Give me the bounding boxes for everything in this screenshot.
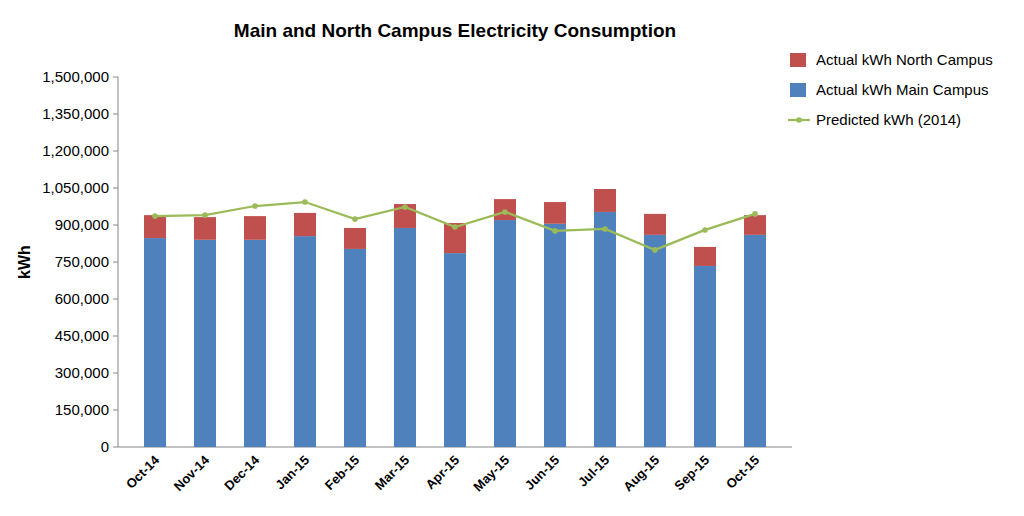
line-marker [302, 199, 308, 205]
chart: Main and North Campus Electricity Consum… [0, 0, 1024, 516]
y-tick [113, 336, 118, 337]
x-tick-label: Oct-15 [723, 453, 762, 492]
y-tick-label: 600,000 [55, 290, 109, 307]
line-marker [702, 227, 708, 233]
plot-marks [144, 189, 766, 447]
bar [444, 253, 466, 447]
bar [394, 204, 416, 228]
x-tick-label: Apr-15 [422, 453, 462, 493]
y-tick-label: 900,000 [55, 216, 109, 233]
y-axis-label: kWh [16, 245, 33, 279]
y-tick [113, 373, 118, 374]
line-marker [402, 204, 408, 210]
bar [144, 238, 166, 447]
y-tick [113, 151, 118, 152]
legend-label: Actual kWh Main Campus [816, 81, 989, 98]
bar [544, 202, 566, 224]
legend-swatch [790, 83, 806, 97]
bar [744, 235, 766, 447]
y-tick-label: 150,000 [55, 401, 109, 418]
bar [244, 240, 266, 447]
x-tick-label: Feb-15 [322, 453, 362, 493]
line-marker [502, 209, 508, 215]
x-tick-label: Jan-15 [272, 453, 312, 493]
bar [344, 228, 366, 249]
legend-label: Predicted kWh (2014) [816, 111, 961, 128]
y-tick [113, 77, 118, 78]
y-tick-label: 750,000 [55, 253, 109, 270]
line-marker [652, 247, 658, 253]
line-marker [602, 226, 608, 232]
legend: Actual kWh North Campus Actual kWh Main C… [788, 51, 993, 128]
bar [394, 228, 416, 447]
bar [594, 189, 616, 212]
line-marker [452, 224, 458, 230]
line-marker [252, 203, 258, 209]
x-tick-label: Nov-14 [171, 452, 213, 494]
y-tick-label: 300,000 [55, 364, 109, 381]
y-tick-label: 1,200,000 [42, 142, 109, 159]
bar [344, 249, 366, 447]
bar [194, 217, 216, 240]
bar [594, 212, 616, 447]
y-tick-label: 1,500,000 [42, 68, 109, 85]
y-tick-label: 1,050,000 [42, 179, 109, 196]
y-tick [113, 410, 118, 411]
chart-title: Main and North Campus Electricity Consum… [234, 20, 676, 41]
bar [694, 247, 716, 266]
x-tick-label: May-15 [470, 453, 512, 495]
x-tick-label: Jul-15 [575, 453, 612, 490]
y-tick [113, 188, 118, 189]
bar [244, 216, 266, 240]
x-tick-label: Aug-15 [620, 453, 662, 495]
y-tick-label: 450,000 [55, 327, 109, 344]
bar [294, 236, 316, 447]
bar [644, 235, 666, 447]
bar [194, 240, 216, 447]
line [155, 202, 755, 250]
bar [694, 266, 716, 447]
x-tick-label: Mar-15 [372, 453, 412, 493]
y-tick [113, 114, 118, 115]
y-tick [113, 447, 118, 448]
y-tick [113, 262, 118, 263]
y-tick [113, 299, 118, 300]
x-tick-label: Dec-14 [221, 452, 262, 493]
x-tick-label: Sep-15 [671, 453, 712, 494]
x-tick-label: Jun-15 [522, 453, 562, 493]
legend-swatch [796, 117, 802, 123]
legend-swatch [790, 53, 806, 67]
bar [294, 213, 316, 236]
line-marker [352, 216, 358, 222]
bar [744, 215, 766, 235]
line-marker [202, 212, 208, 218]
line-marker [552, 228, 558, 234]
line-marker [752, 211, 758, 217]
y-tick-label: 0 [101, 438, 109, 455]
y-axis [118, 77, 119, 447]
bar [444, 223, 466, 253]
bar [494, 220, 516, 447]
y-tick-label: 1,350,000 [42, 105, 109, 122]
line-marker [152, 213, 158, 219]
y-tick [113, 225, 118, 226]
bar [494, 199, 516, 220]
bar [544, 224, 566, 447]
bar [644, 214, 666, 235]
x-tick-label: Oct-14 [123, 452, 163, 492]
legend-label: Actual kWh North Campus [816, 51, 993, 68]
